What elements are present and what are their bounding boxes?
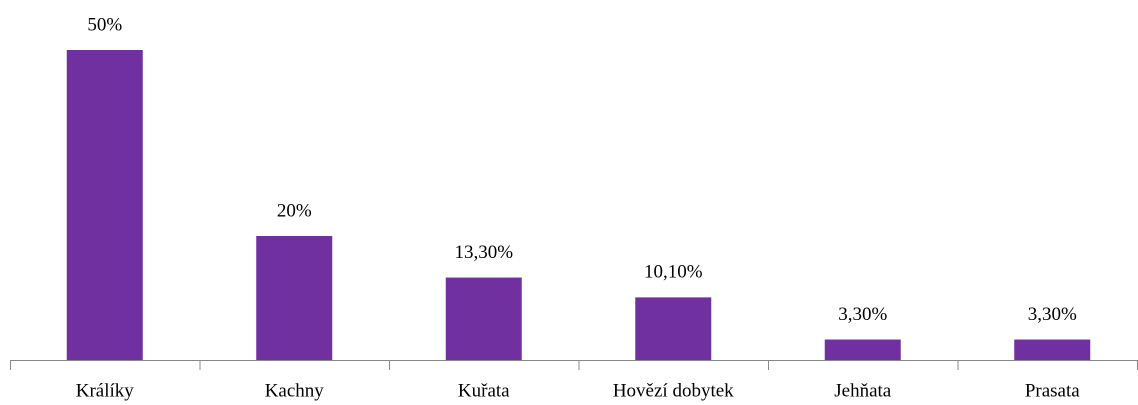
bar <box>824 339 901 360</box>
x-tick-label: Kachny <box>265 380 325 401</box>
data-label: 10,10% <box>644 262 703 283</box>
bar <box>256 236 333 360</box>
x-tick-label: Kuřata <box>458 380 510 401</box>
bar <box>445 277 522 360</box>
x-tick-label: Králíky <box>76 380 135 401</box>
data-label: 13,30% <box>454 242 513 263</box>
data-label: 3,30% <box>838 304 887 325</box>
bar <box>635 297 712 360</box>
data-label: 20% <box>277 200 312 221</box>
data-label: 3,30% <box>1028 304 1077 325</box>
x-tick-label: Hovězí dobytek <box>613 380 734 401</box>
bar <box>1014 339 1091 360</box>
x-tick-label: Jehňata <box>834 380 892 401</box>
x-tick-label: Prasata <box>1025 380 1080 401</box>
bar <box>66 50 143 360</box>
data-label: 50% <box>87 14 122 35</box>
